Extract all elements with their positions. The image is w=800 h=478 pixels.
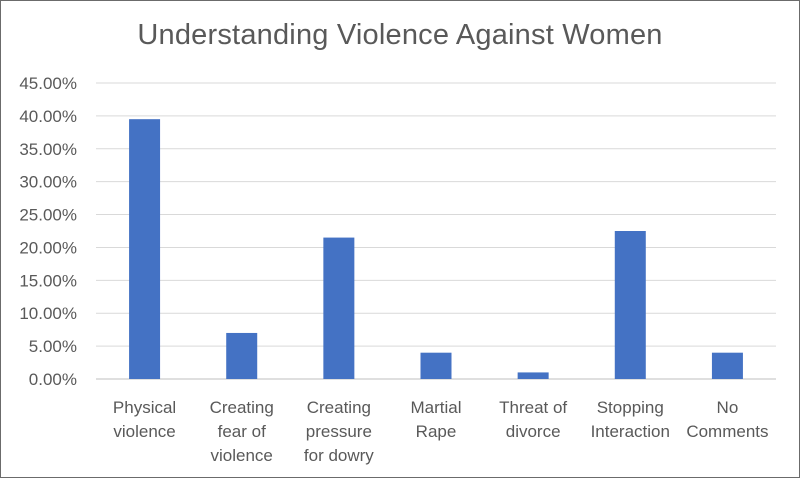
bar: [711, 352, 743, 379]
bar: [614, 231, 646, 379]
y-tick-label: 5.00%: [29, 337, 77, 356]
y-tick-label: 15.00%: [19, 271, 77, 290]
bar: [129, 119, 161, 379]
bar: [226, 332, 258, 379]
x-category-label-line: No: [717, 398, 739, 417]
x-category-label: Threat of divorce: [499, 398, 567, 441]
bar: [323, 237, 355, 379]
chart-title: Understanding Violence Against Women: [137, 19, 663, 51]
x-category-label: Creating fear of violence: [210, 398, 274, 465]
x-category-label-line: Creating: [210, 398, 274, 417]
x-category-label: Stopping Interaction: [591, 398, 670, 441]
x-category-label: Physical violence: [113, 398, 176, 441]
x-category-label-line: Threat of: [499, 398, 567, 417]
x-category-label: Creating pressure for dowry: [304, 398, 374, 465]
x-category-label-line: pressure: [306, 422, 372, 441]
bar: [517, 372, 549, 379]
y-tick-label: 30.00%: [19, 173, 77, 192]
x-category-label-line: Creating: [307, 398, 371, 417]
x-category-label: Martial Rape: [410, 398, 461, 441]
bar: [420, 352, 452, 379]
y-tick-label: 40.00%: [19, 107, 77, 126]
x-category-label-line: Martial: [410, 398, 461, 417]
x-category-label-line: violence: [113, 422, 175, 441]
y-tick-label: 45.00%: [19, 74, 77, 93]
x-category-label-line: fear of: [218, 422, 266, 441]
x-category-label-line: Rape: [416, 422, 457, 441]
y-tick-label: 10.00%: [19, 304, 77, 323]
y-tick-label: 35.00%: [19, 140, 77, 159]
y-tick-label: 25.00%: [19, 206, 77, 225]
x-category-label-line: violence: [211, 446, 273, 465]
x-category-label: No Comments: [686, 398, 768, 441]
y-tick-label: 20.00%: [19, 238, 77, 257]
x-category-label-line: divorce: [506, 422, 561, 441]
x-category-label-line: Comments: [686, 422, 768, 441]
x-category-label-line: for dowry: [304, 446, 374, 465]
y-tick-label: 0.00%: [29, 370, 77, 389]
x-category-label-line: Interaction: [591, 422, 670, 441]
x-category-label-line: Physical: [113, 398, 176, 417]
x-category-label-line: Stopping: [597, 398, 664, 417]
